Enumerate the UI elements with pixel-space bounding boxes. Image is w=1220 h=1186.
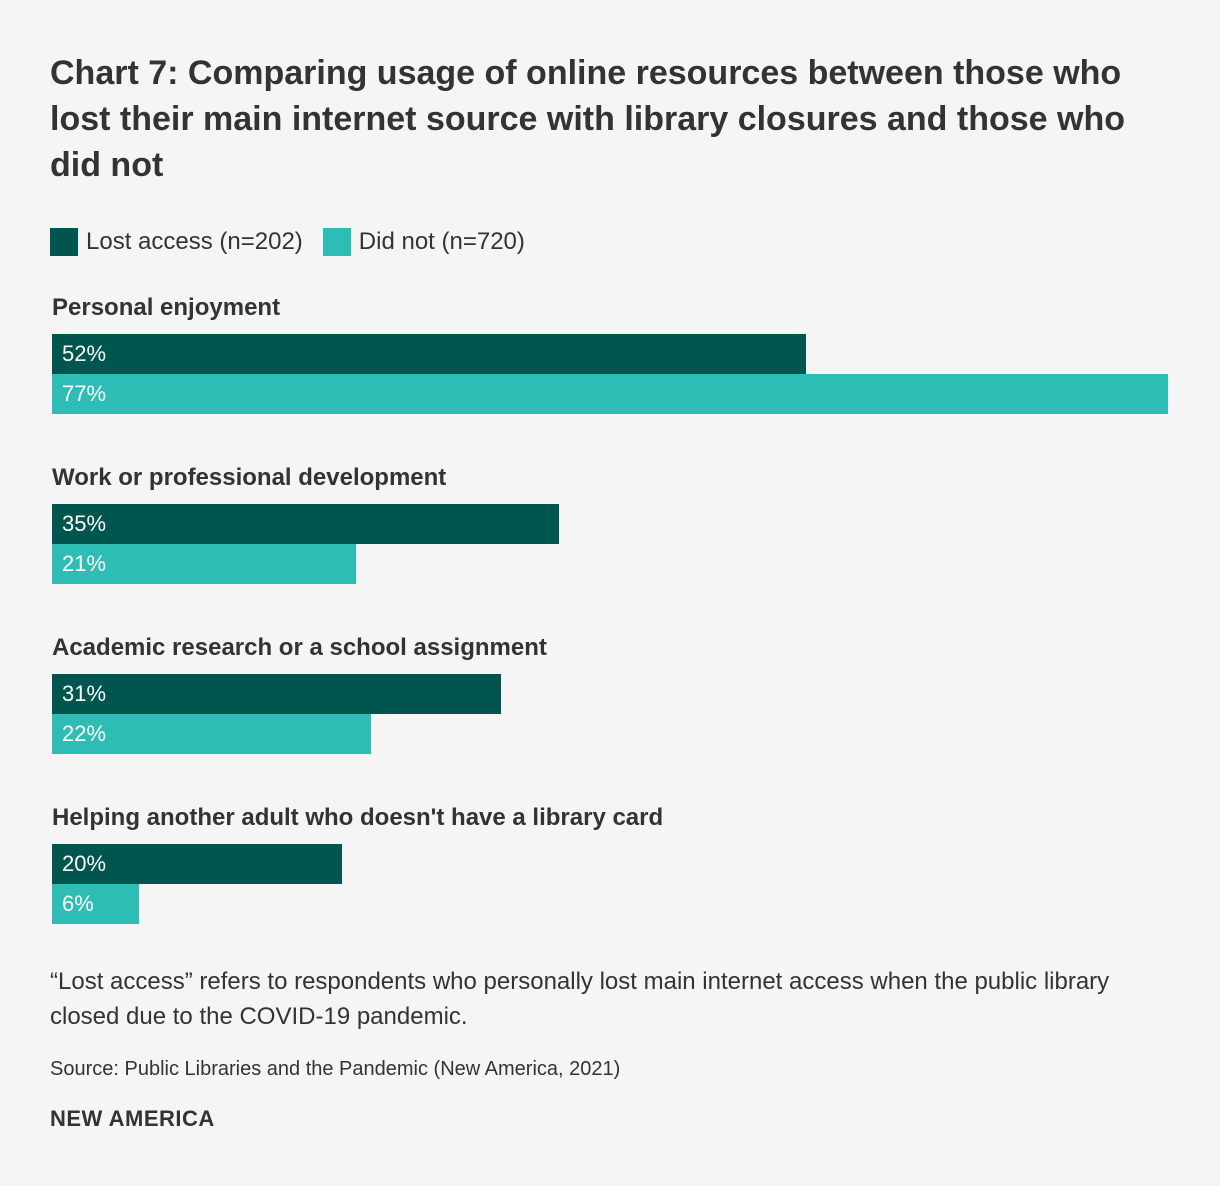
legend-label-lost-access: Lost access (n=202) bbox=[86, 228, 303, 255]
legend-swatch-did-not bbox=[322, 228, 351, 256]
bar-did-not: 22% bbox=[52, 714, 371, 754]
bar-did-not: 6% bbox=[52, 884, 139, 924]
bar-value-label: 20% bbox=[62, 851, 107, 876]
bar-lost-access: 31% bbox=[52, 674, 502, 714]
bar-value-label: 35% bbox=[62, 511, 107, 536]
legend-item-lost-access: Lost access (n=202) bbox=[50, 228, 303, 256]
category-group-3: Helping another adult who doesn't have a… bbox=[52, 800, 1168, 970]
bar-did-not: 77% bbox=[52, 374, 1168, 414]
category-label: Helping another adult who doesn't have a… bbox=[52, 804, 664, 831]
bar-lost-access: 20% bbox=[52, 844, 342, 884]
bar-lost-access: 35% bbox=[52, 504, 560, 544]
category-group-2: Academic research or a school assignment… bbox=[52, 630, 1168, 800]
brand-logo-text: NEW AMERICA bbox=[50, 1106, 215, 1131]
legend: Lost access (n=202) Did not (n=720) bbox=[50, 228, 545, 256]
bar-value-label: 31% bbox=[62, 681, 107, 706]
legend-item-did-not: Did not (n=720) bbox=[322, 228, 525, 256]
bar-chart: Personal enjoyment 52% 77% Work or professi… bbox=[52, 290, 1168, 970]
bar-value-label: 22% bbox=[62, 721, 107, 746]
bar-value-label: 21% bbox=[62, 551, 107, 576]
category-label: Work or professional development bbox=[52, 464, 447, 491]
bar-value-label: 6% bbox=[62, 891, 94, 916]
bar-did-not: 21% bbox=[52, 544, 357, 584]
legend-swatch-lost-access bbox=[50, 228, 78, 256]
chart-title: Chart 7: Comparing usage of online resou… bbox=[50, 54, 1126, 184]
footnote: “Lost access” refers to respondents who … bbox=[50, 968, 1110, 1030]
category-label: Personal enjoyment bbox=[52, 294, 281, 321]
category-group-0: Personal enjoyment 52% 77% bbox=[52, 290, 1168, 460]
category-group-1: Work or professional development 35% 21% bbox=[52, 460, 1168, 630]
bar-lost-access: 52% bbox=[52, 334, 806, 374]
legend-label-did-not: Did not (n=720) bbox=[358, 228, 525, 255]
bar-value-label: 52% bbox=[62, 341, 107, 366]
category-label: Academic research or a school assignment bbox=[52, 634, 547, 661]
bar-value-label: 77% bbox=[62, 381, 107, 406]
source-note: Source: Public Libraries and the Pandemi… bbox=[50, 1058, 621, 1080]
